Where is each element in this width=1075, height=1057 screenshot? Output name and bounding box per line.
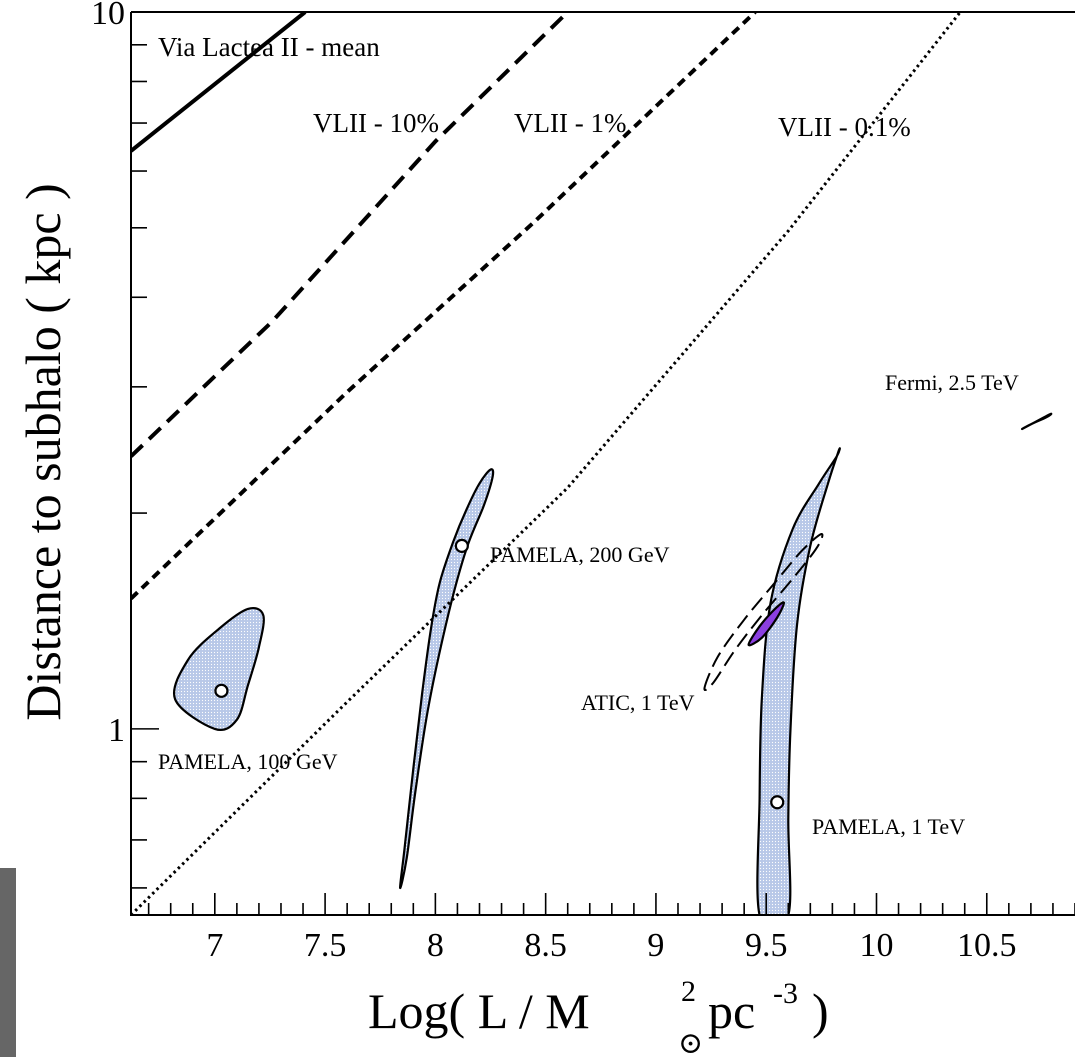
x-axis-label-sup: 2 <box>681 975 696 1008</box>
annotation-vlii-01: VLII - 0.1% <box>778 112 911 142</box>
line-via-lactea-ii-mean <box>131 12 307 153</box>
x-axis-label-close: ) <box>812 983 829 1039</box>
annotation-pamela-1tev: PAMELA, 1 TeV <box>812 814 965 839</box>
x-axis-label-unit: pc <box>708 983 755 1039</box>
side-panel-tab[interactable] <box>0 868 16 1057</box>
annotation-fermi-25tev: Fermi, 2.5 TeV <box>885 370 1019 395</box>
x-tick-label: 7 <box>206 927 223 964</box>
regions-layer <box>173 412 1053 915</box>
line-vlii-1 <box>131 12 757 600</box>
x-axis-label: Log( L / M 2 ⊙ pc -3 ) <box>368 975 829 1057</box>
points-layer <box>214 538 785 810</box>
region-atic-dashed-contour <box>703 533 824 691</box>
x-axis-label-unit-sup: -3 <box>773 977 798 1010</box>
line-vlii-10 <box>131 12 570 458</box>
x-tick-label: 8 <box>427 927 444 964</box>
x-tick-label: 7.5 <box>304 927 347 964</box>
point-pamela-1-tev <box>770 795 785 810</box>
point-pamela-200-gev <box>454 538 469 553</box>
line-vlii-0-1 <box>131 12 962 915</box>
y-tick-label: 10 <box>91 0 125 32</box>
x-axis-label-sub: ⊙ <box>678 1027 703 1057</box>
region-pamela-1-tev <box>756 447 841 915</box>
axes-layer: 7 7.5 8 8.5 9 9.5 10 10.5 1 10 <box>91 0 1075 964</box>
x-tick-label: 9.5 <box>745 927 788 964</box>
axes-frame <box>130 11 1075 916</box>
y-axis-label: Distance to subhalo ( kpc ) <box>15 183 71 720</box>
lines-layer <box>131 12 962 915</box>
y-tick-label: 1 <box>108 712 125 749</box>
x-tick-label: 9 <box>647 927 664 964</box>
region-fermi-2-5-tev <box>1020 412 1053 431</box>
point-pamela-100-gev <box>214 683 229 698</box>
annotation-atic-1tev: ATIC, 1 TeV <box>581 690 695 715</box>
annotation-via-lactea-mean: Via Lactea II - mean <box>158 32 380 62</box>
annotation-vlii-10: VLII - 10% <box>313 108 439 138</box>
x-tick-label: 8.5 <box>524 927 567 964</box>
region-pamela-100-gev <box>173 606 265 732</box>
x-axis-label-main: Log( L / M <box>368 983 590 1039</box>
region-pamela-200-gev <box>398 468 495 890</box>
x-tick-label: 10.5 <box>957 927 1017 964</box>
annotation-pamela-200gev: PAMELA, 200 GeV <box>490 542 670 567</box>
annotation-vlii-1: VLII - 1% <box>514 108 626 138</box>
annotation-pamela-100gev: PAMELA, 100 GeV <box>158 749 338 774</box>
region-atic-1-tev <box>747 601 785 647</box>
x-tick-label: 10 <box>859 927 893 964</box>
